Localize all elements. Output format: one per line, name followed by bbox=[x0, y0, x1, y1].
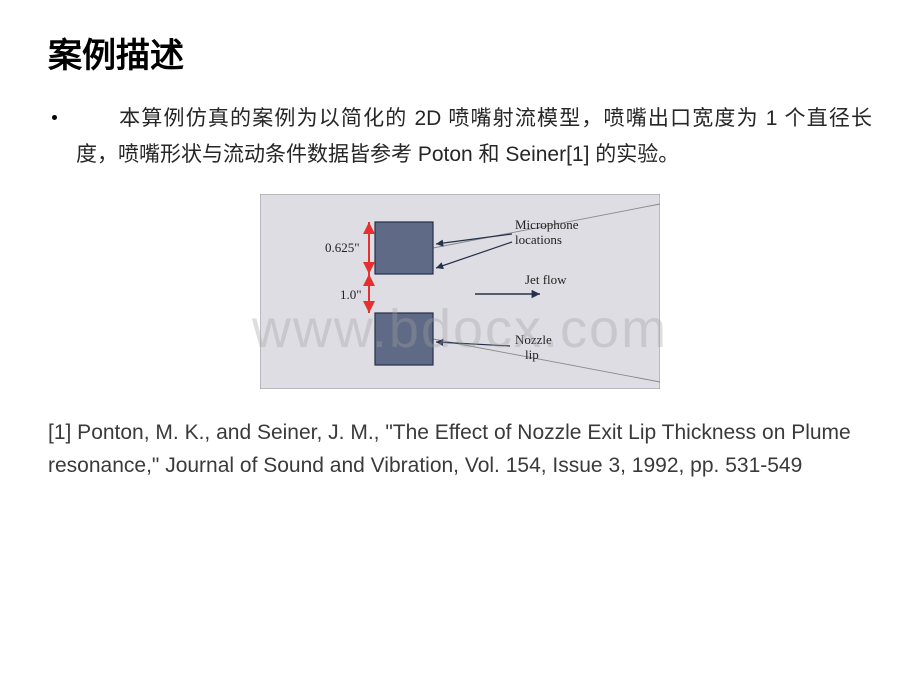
svg-text:Nozzle: Nozzle bbox=[515, 332, 552, 347]
svg-text:Microphone: Microphone bbox=[515, 217, 579, 232]
nozzle-diagram: 0.625" 1.0" Jet flow Microphonelocations Noz… bbox=[260, 194, 660, 389]
diagram-container: 0.625" 1.0" Jet flow Microphonelocations Noz… bbox=[48, 194, 872, 389]
svg-text:0.625": 0.625" bbox=[325, 240, 360, 255]
paragraph-text: 本算例仿真的案例为以简化的 2D 喷嘴射流模型，喷嘴出口宽度为 1 个直径长度，… bbox=[76, 107, 872, 166]
bullet-icon bbox=[52, 115, 57, 120]
slide-title: 案例描述 bbox=[48, 28, 872, 77]
svg-text:1.0": 1.0" bbox=[340, 287, 362, 302]
citation-text: [1] Ponton, M. K., and Seiner, J. M., "T… bbox=[48, 417, 872, 482]
svg-text:locations: locations bbox=[515, 232, 562, 247]
svg-text:lip: lip bbox=[525, 347, 539, 362]
svg-text:Jet flow: Jet flow bbox=[525, 272, 567, 287]
body-paragraph: 本算例仿真的案例为以简化的 2D 喷嘴射流模型，喷嘴出口宽度为 1 个直径长度，… bbox=[48, 101, 872, 172]
